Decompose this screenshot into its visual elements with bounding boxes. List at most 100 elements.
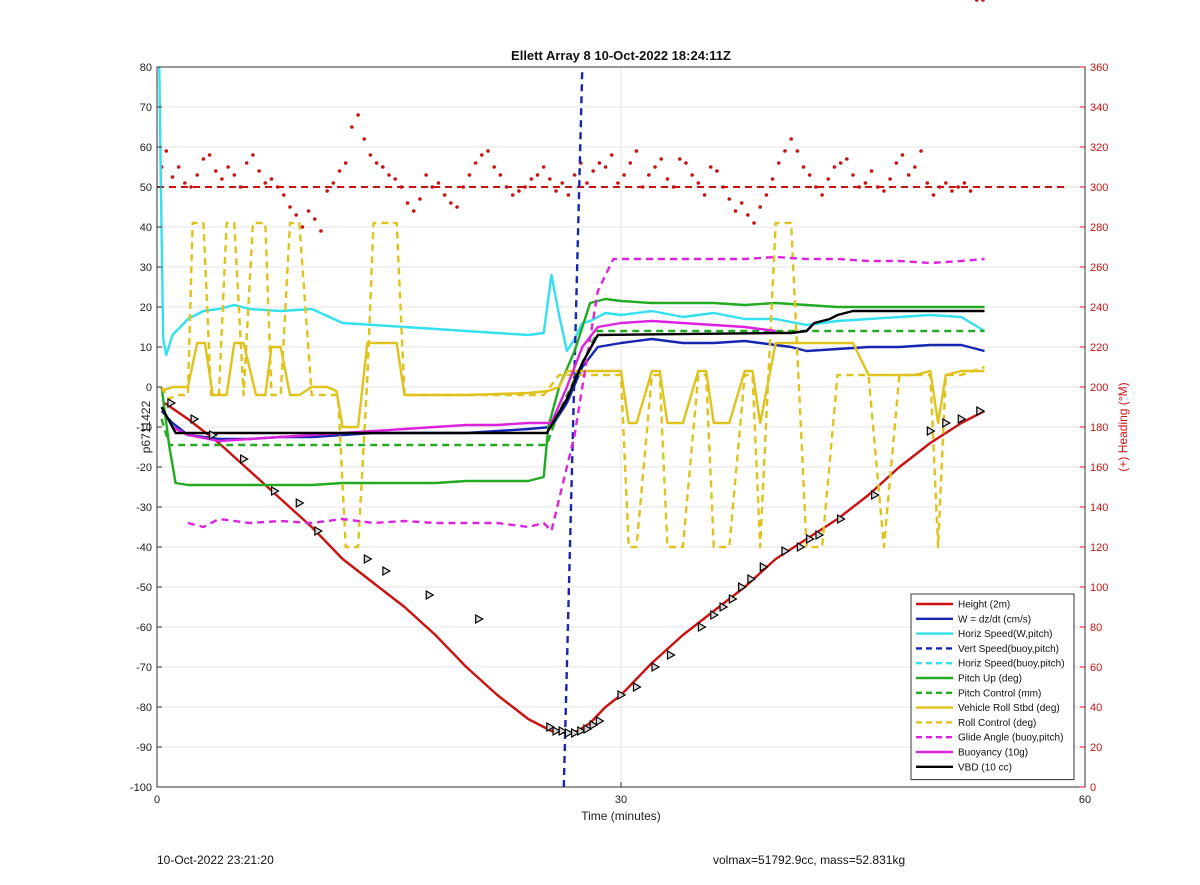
footer-timestamp: 10-Oct-2022 23:21:20 — [157, 853, 274, 867]
y2-tick-label: 80 — [1090, 622, 1102, 634]
heading-point — [356, 113, 360, 117]
heading-point — [523, 185, 527, 189]
dive-marker — [475, 613, 484, 625]
legend-label-pitch-control-mm: Pitch Control (mm) — [958, 688, 1041, 699]
heading-point — [919, 149, 923, 153]
heading-point — [480, 153, 484, 157]
heading-point — [498, 173, 503, 177]
heading-point — [517, 189, 521, 193]
chart-title: Ellett Array 8 10-Oct-2022 18:24:11Z — [511, 48, 731, 63]
dive-marker — [957, 413, 967, 425]
heading-point — [628, 161, 633, 165]
marker-layer — [167, 397, 986, 739]
heading-point — [721, 185, 725, 189]
dive-marker — [759, 561, 769, 573]
dive-marker — [651, 661, 661, 673]
x-tick-label: 0 — [154, 794, 160, 806]
heading-point — [473, 161, 478, 165]
dive-marker — [577, 725, 586, 737]
heading-point — [845, 157, 849, 161]
dive-marker — [552, 725, 562, 737]
heading-point — [708, 165, 713, 169]
heading-point — [659, 157, 664, 161]
heading-point — [263, 181, 268, 185]
y-tick-label: -10 — [136, 422, 152, 434]
heading-point — [436, 181, 441, 185]
dive-marker — [710, 609, 720, 621]
dive-marker — [564, 727, 574, 739]
heading-point — [548, 177, 552, 181]
heading-point — [560, 181, 565, 185]
y2-tick-label: 340 — [1090, 102, 1108, 114]
heading-point — [424, 173, 428, 177]
y2-tick-label: 40 — [1090, 702, 1102, 714]
heading-point — [343, 161, 348, 165]
legend-label-roll-control-deg: Roll Control (deg) — [958, 718, 1036, 729]
footer-info: volmax=51792.9cc, mass=52.831kg — [713, 853, 906, 867]
heading-point — [894, 161, 899, 165]
heading-point — [541, 165, 546, 169]
heading-point — [207, 153, 212, 157]
dive-marker — [270, 485, 280, 497]
heading-point — [597, 161, 602, 165]
heading-point — [257, 169, 261, 173]
y-tick-label: 10 — [140, 342, 152, 354]
heading-point — [838, 161, 843, 165]
y-tick-label: -40 — [136, 542, 152, 554]
dive-marker — [589, 719, 599, 731]
heading-point — [764, 193, 769, 197]
dive-marker — [738, 581, 747, 593]
dive-marker — [976, 405, 986, 417]
heading-point — [269, 177, 274, 181]
y-tick-label: 40 — [140, 222, 152, 234]
legend: Height (2m) W = dz/dt (cm/s) Horiz Speed(W… — [910, 593, 1075, 781]
heading-point — [684, 161, 688, 165]
dive-marker — [314, 525, 324, 537]
dive-marker — [719, 601, 729, 613]
x-tick-label: 60 — [1079, 794, 1091, 806]
dive-marker — [240, 453, 249, 465]
y-tick-label: 80 — [140, 62, 152, 74]
dive-marker — [295, 497, 305, 509]
y2-tick-label: 200 — [1090, 382, 1108, 394]
heading-point — [677, 157, 682, 161]
heading-point — [591, 169, 595, 173]
series-line-pitch-up-deg — [160, 297, 985, 487]
dive-marker — [570, 727, 580, 739]
heading-point — [801, 165, 806, 169]
legend-label-vehicle-roll-stbd-deg: Vehicle Roll Stbd (deg) — [958, 703, 1060, 714]
y-tick-label: -30 — [136, 502, 152, 514]
dive-marker — [697, 621, 707, 633]
heading-point — [486, 149, 490, 153]
heading-point — [411, 209, 416, 213]
y-tick-label: -100 — [130, 782, 152, 794]
heading-point — [863, 181, 868, 185]
heading-point — [510, 193, 515, 197]
heading-point — [690, 173, 694, 177]
heading-point — [374, 161, 379, 165]
dive-marker — [781, 545, 791, 557]
heading-point — [832, 165, 837, 169]
heading-point — [875, 185, 880, 189]
heading-point — [232, 173, 237, 177]
heading-point — [826, 177, 831, 181]
heading-point — [752, 221, 756, 225]
heading-point — [616, 181, 620, 185]
heading-point — [572, 173, 577, 177]
y-tick-label: 20 — [140, 302, 152, 314]
heading-point — [282, 193, 286, 197]
heading-point — [640, 185, 645, 189]
heading-point — [869, 169, 874, 173]
y-tick-label: -50 — [136, 582, 152, 594]
heading-point — [950, 189, 954, 193]
y2-tick-label: 240 — [1090, 302, 1108, 314]
dive-marker — [546, 721, 556, 733]
y2-axis-label: (+) Heading (°M) — [1116, 382, 1130, 471]
heading-point — [622, 173, 626, 177]
heading-point — [974, 0, 979, 2]
heading-point — [913, 165, 917, 169]
heading-point — [968, 189, 973, 193]
y-tick-label: 30 — [140, 262, 152, 274]
legend-label-pitch-up-deg: Pitch Up (deg) — [958, 674, 1022, 685]
legend-label-vbd-10-cc: VBD (10 cc) — [958, 762, 1012, 773]
